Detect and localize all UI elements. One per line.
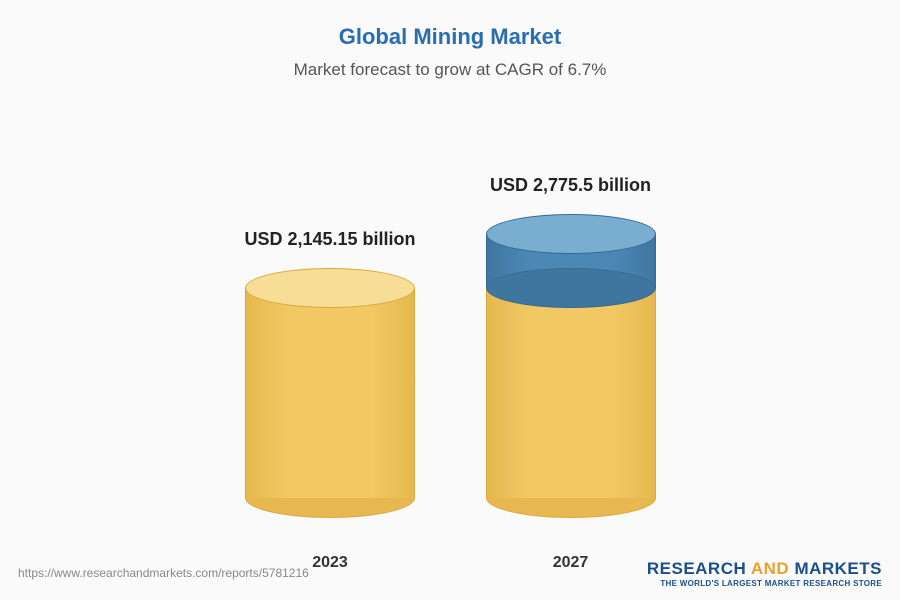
logo-main: RESEARCH AND MARKETS — [647, 559, 882, 579]
cylinder — [486, 214, 656, 518]
chart-subtitle: Market forecast to grow at CAGR of 6.7% — [294, 60, 607, 80]
source-url: https://www.researchandmarkets.com/repor… — [18, 566, 309, 580]
cylinder-group: USD 2,145.15 billion2023 — [244, 229, 415, 572]
cylinder — [245, 268, 415, 518]
logo: RESEARCH AND MARKETS THE WORLD'S LARGEST… — [647, 559, 882, 588]
cylinder-join — [486, 268, 656, 308]
footer: https://www.researchandmarkets.com/repor… — [0, 552, 900, 600]
cylinder-group: USD 2,775.5 billion2027 — [486, 175, 656, 572]
chart-container: Global Mining Market Market forecast to … — [0, 0, 900, 600]
value-label: USD 2,775.5 billion — [490, 175, 651, 196]
cylinder-segment — [486, 288, 656, 498]
logo-word-1: RESEARCH — [647, 559, 746, 578]
value-label: USD 2,145.15 billion — [244, 229, 415, 250]
cylinder-top — [486, 214, 656, 254]
chart-title: Global Mining Market — [339, 24, 561, 50]
logo-tagline: THE WORLD'S LARGEST MARKET RESEARCH STOR… — [647, 579, 882, 588]
chart-area: USD 2,145.15 billion2023 USD 2,775.5 bill… — [40, 100, 860, 600]
cylinder-top — [245, 268, 415, 308]
logo-word-2: AND — [751, 559, 789, 578]
logo-word-3: MARKETS — [794, 559, 882, 578]
cylinder-segment — [245, 288, 415, 498]
